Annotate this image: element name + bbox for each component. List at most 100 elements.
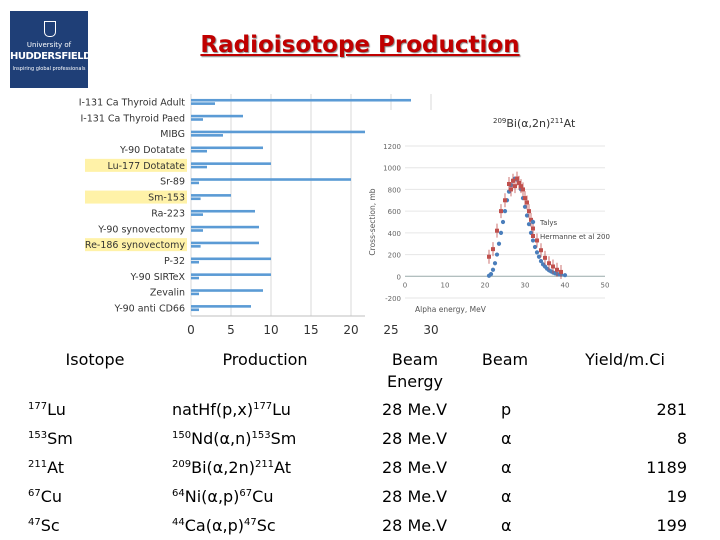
header-beam-energy-line1: Beam	[391, 350, 439, 369]
university-logo: University of HUDDERSFIELD Inspiring glo…	[10, 11, 91, 88]
reaction: Hf(p,x)	[198, 400, 254, 419]
xs-ytick-7: 1200	[383, 143, 401, 151]
bar-0-0	[191, 98, 411, 102]
talys-point-7	[500, 219, 506, 225]
header-beam-energy-line2: Energy	[386, 372, 443, 391]
reaction: Ni(α,p)	[184, 487, 240, 506]
cell-yield: 19	[666, 487, 687, 506]
product-mass-number: 211	[254, 459, 275, 470]
hermanne-point-21	[547, 261, 551, 266]
xs-ytick-5: 800	[388, 186, 401, 194]
cell-beam-energy: 28 Me.V	[382, 400, 448, 419]
cell-beam: α	[501, 516, 512, 535]
bar-xtick-2: 10	[263, 323, 278, 337]
bar-xtick-4: 20	[343, 323, 358, 337]
cell-yield: 199	[656, 516, 687, 535]
bar-1-1	[191, 118, 203, 121]
reaction: Bi(α,2n)	[191, 458, 255, 477]
isotope-symbol: Cu	[40, 487, 63, 506]
bar-7-1	[191, 213, 203, 216]
reaction: Ca(α,p)	[184, 516, 244, 535]
bar-xtick-5: 25	[383, 323, 398, 337]
bar-label-5: Sr-89	[160, 177, 185, 188]
bar-label-4: Lu-177 Dotatate	[107, 161, 185, 172]
cell-production: 44Ca(α,p)47Sc	[172, 516, 276, 535]
hermanne-point-10	[517, 180, 521, 185]
header-production: Production	[222, 350, 308, 369]
bar-xtick-1: 5	[227, 323, 235, 337]
cell-production: 209Bi(α,2n)211At	[172, 458, 291, 477]
legend-marker-0	[530, 219, 536, 225]
bar-4-0	[191, 162, 271, 165]
cell-beam: α	[501, 487, 512, 506]
bar-label-7: Ra-223	[151, 208, 185, 219]
cell-yield: 8	[676, 429, 687, 448]
bar-5-1	[191, 181, 199, 185]
bar-label-highlight-4	[85, 158, 187, 172]
bar-6-1	[191, 197, 201, 201]
target-mass-number: 44	[172, 517, 185, 528]
hermanne-point-22	[551, 264, 555, 269]
bar-10-0	[191, 257, 271, 261]
cross-section-chart: 209Bi(α,2n)211At-20002004006008001000120…	[365, 110, 610, 325]
header-beam: Beam	[481, 350, 529, 369]
cell-beam: α	[501, 429, 512, 448]
hermanne-point-7	[511, 178, 515, 183]
talys-point-22	[530, 238, 536, 243]
talys-point-23	[532, 244, 538, 250]
xs-xtick-3: 30	[521, 281, 530, 289]
hermanne-point-15	[527, 209, 531, 214]
cell-beam-energy: 28 Me.V	[382, 458, 448, 477]
bar-10-1	[191, 260, 199, 264]
hermanne-point-0	[487, 254, 491, 259]
talys-point-25	[536, 254, 542, 259]
bar-label-13: Y-90 anti CD66	[114, 304, 185, 315]
cell-production: natHf(p,x)177Lu	[172, 400, 291, 419]
cell-isotope: 47Sc	[28, 516, 60, 535]
bar-11-1	[191, 276, 199, 280]
hermanne-point-14	[525, 200, 529, 205]
cell-beam-energy: 28 Me.V	[382, 516, 448, 535]
isotope-mass-number: 153	[28, 430, 48, 441]
talys-point-2	[490, 267, 496, 272]
hermanne-point-24	[559, 269, 563, 274]
bar-label-2: MIBG	[160, 129, 185, 140]
bar-2-0	[191, 130, 407, 134]
product-symbol: Lu	[272, 400, 291, 419]
xs-xtick-5: 50	[601, 281, 610, 289]
product-symbol: Sc	[256, 516, 276, 535]
hermanne-point-5	[507, 182, 511, 186]
bar-label-9: Re-186 synovectomy	[85, 240, 185, 251]
bar-label-highlight-6	[85, 190, 187, 204]
table-header-row: Isotope Production Beam Energy Beam Yiel…	[0, 349, 720, 399]
bar-xtick-6: 30	[423, 323, 438, 337]
hermanne-point-11	[519, 184, 523, 189]
bar-5-0	[191, 178, 351, 181]
cell-production: 150Nd(α,n)153Sm	[172, 429, 296, 448]
talys-point-19	[524, 213, 530, 218]
cell-production: 64Ni(α,p)67Cu	[172, 487, 273, 506]
talys-point-20	[526, 222, 532, 227]
target-mass-number: 209	[172, 459, 192, 470]
logo-line-1: University of	[26, 41, 72, 49]
usage-bar-chart: 0 5 10 15 20 25 30 I-131 Ca Thyroid Adult I-131 …	[79, 94, 439, 337]
isotope-symbol: Lu	[47, 400, 66, 419]
xs-title: 209Bi(α,2n)211At	[493, 117, 576, 130]
header-yield: Yield/m.Ci	[585, 350, 665, 369]
bar-9-0	[191, 241, 259, 245]
xs-ylabel: Cross-section, mb	[368, 188, 377, 255]
bar-label-3: Y-90 Dotatate	[119, 145, 185, 156]
xs-ytick-6: 1000	[383, 165, 401, 173]
bar-2-1	[191, 134, 223, 137]
logo-line-2: HUDDERSFIELD	[10, 51, 91, 62]
reaction: Nd(α,n)	[191, 429, 252, 448]
talys-point-37	[562, 273, 568, 278]
cell-beam: p	[501, 400, 512, 419]
talys-point-3	[492, 261, 498, 266]
talys-point-8	[502, 209, 508, 214]
xs-ytick-2: 200	[388, 252, 401, 260]
crest-icon	[44, 21, 56, 37]
product-mass-number: 67	[239, 488, 253, 499]
isotope-mass-number: 47	[28, 517, 41, 528]
xs-ytick-3: 400	[388, 230, 401, 238]
